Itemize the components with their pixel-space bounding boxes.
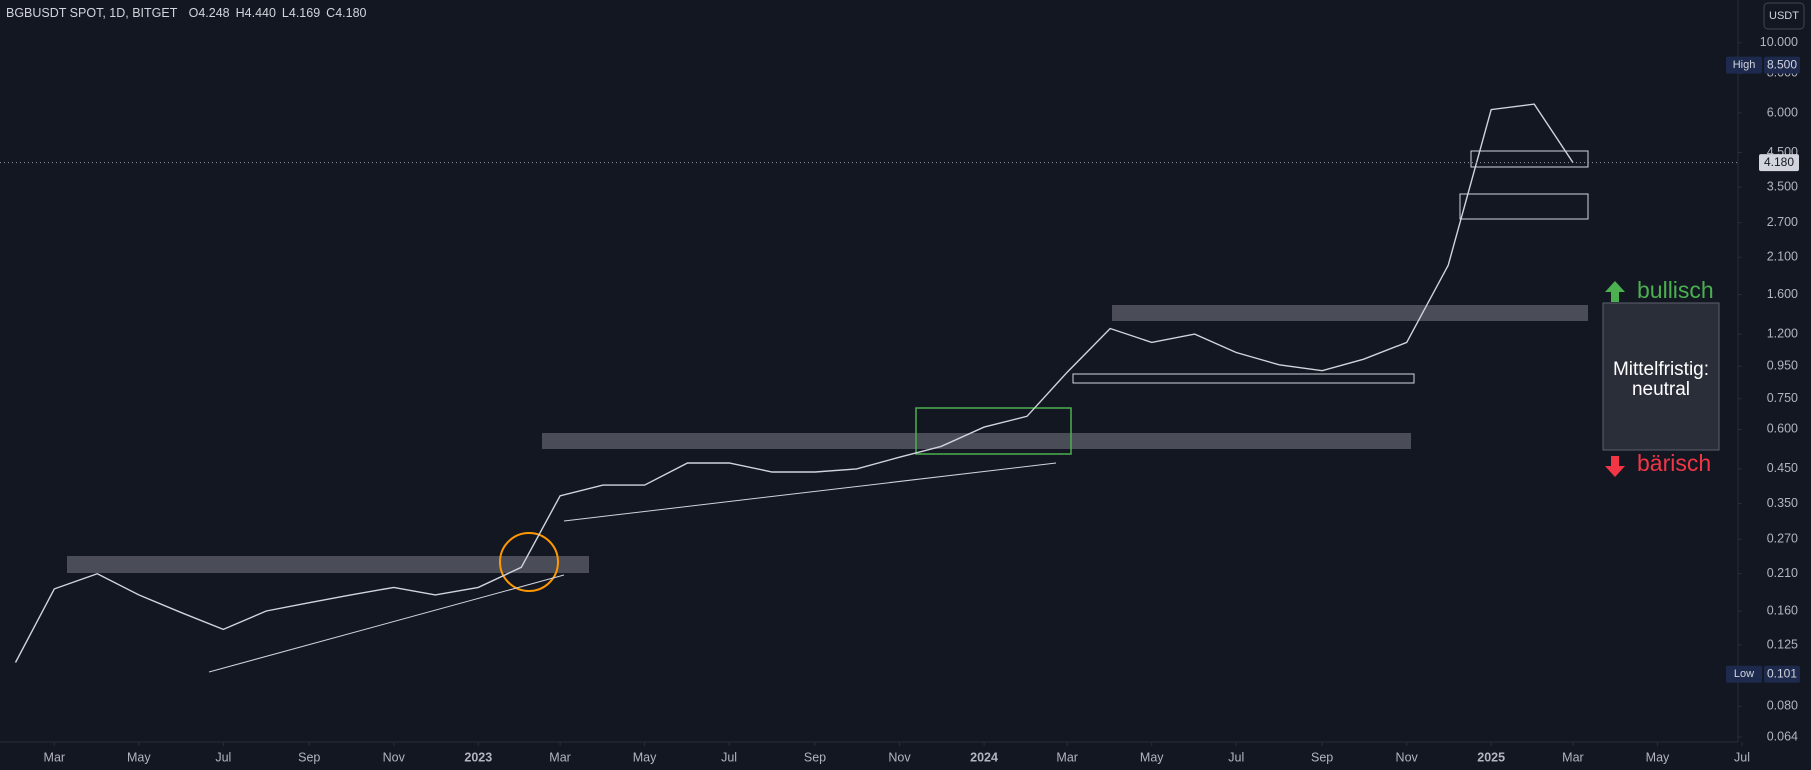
- up-arrow: [1605, 281, 1625, 302]
- price-labels: 4.180 High 8.500 Low 0.101: [0, 56, 1800, 683]
- trendline: [208, 574, 565, 673]
- y-tick-label: 0.350: [1767, 496, 1798, 510]
- high-value: 8.500: [1767, 57, 1797, 71]
- y-tick-label: 0.270: [1767, 531, 1798, 545]
- y-tick-label: 0.450: [1767, 461, 1798, 475]
- ohlc-prefix: O: [189, 6, 199, 20]
- x-tick-label: Nov: [1396, 750, 1419, 764]
- y-tick-label: 2.700: [1767, 215, 1798, 229]
- y-tick-label: 1.600: [1767, 287, 1798, 301]
- x-tick-label: May: [1646, 750, 1670, 764]
- x-tick-label: 2024: [970, 750, 998, 764]
- range-box: [915, 407, 1072, 455]
- x-tick-label: May: [1140, 750, 1164, 764]
- x-tick-label: Jul: [215, 750, 231, 764]
- y-tick-label: 0.600: [1767, 422, 1798, 436]
- ohlc-value: 4.248: [198, 6, 229, 20]
- x-tick-label: May: [127, 750, 151, 764]
- x-tick-label: Nov: [888, 750, 911, 764]
- breakout-circle: [499, 532, 559, 592]
- ohlc-prefix: C: [326, 6, 335, 20]
- last-price-box: [1759, 154, 1799, 172]
- box: [1459, 193, 1589, 220]
- y-tick-label: 2.100: [1767, 250, 1798, 264]
- currency-button[interactable]: [1763, 2, 1805, 30]
- x-tick-label: Mar: [549, 750, 571, 764]
- zone: [1112, 305, 1588, 321]
- ohlc-value: 4.440: [245, 6, 276, 20]
- outlook-text: neutral: [1632, 379, 1690, 400]
- symbol: BGBUSDT SPOT, 1D, BITGET: [6, 6, 178, 20]
- x-tick-label: Nov: [383, 750, 406, 764]
- x-tick-label: Mar: [1562, 750, 1584, 764]
- x-tick-label: 2023: [464, 750, 492, 764]
- ohlc-prefix: L: [282, 6, 289, 20]
- low-value: 0.101: [1767, 666, 1797, 680]
- x-tick-label: Mar: [44, 750, 66, 764]
- y-tick-label: 10.000: [1760, 35, 1798, 49]
- low-value-box: [1764, 665, 1800, 683]
- y-tick-label: 0.210: [1767, 566, 1798, 580]
- y-tick-label: 1.200: [1767, 326, 1798, 340]
- y-tick-label: 0.125: [1767, 637, 1798, 651]
- ohlc-value: 4.169: [289, 6, 320, 20]
- bearish-label: bärisch: [1637, 450, 1711, 476]
- zone: [67, 556, 589, 573]
- outlook-text: Mittelfristig:: [1613, 359, 1709, 380]
- bullish-label: bullisch: [1637, 277, 1714, 303]
- y-tick-label: 0.064: [1767, 729, 1798, 743]
- down-arrow: [1605, 456, 1625, 477]
- currency-label[interactable]: USDT: [1769, 10, 1799, 22]
- x-tick-label: Sep: [1311, 750, 1333, 764]
- ohlc-prefix: H: [236, 6, 245, 20]
- plot: 10.0008.0006.0004.5003.5002.7002.1001.60…: [14, 35, 1798, 764]
- x-tick-label: Mar: [1056, 750, 1078, 764]
- outlook-box: [1602, 302, 1720, 451]
- trendline: [563, 462, 1057, 522]
- x-tick-label: Jul: [1228, 750, 1244, 764]
- y-tick-label: 6.000: [1767, 105, 1798, 119]
- x-tick-label: May: [633, 750, 657, 764]
- price-line: [14, 103, 1574, 663]
- drawings: Mittelfristig: neutral bullisch bärisch: [67, 150, 1720, 673]
- last-price-label: 4.180: [1764, 155, 1794, 169]
- y-tick-label: 3.500: [1767, 179, 1798, 193]
- high-tag-box: [1726, 56, 1762, 74]
- x-tick-label: Jul: [1734, 750, 1750, 764]
- high-value-box: [1764, 56, 1800, 74]
- x-tick-label: Sep: [804, 750, 826, 764]
- x-tick-label: Sep: [298, 750, 320, 764]
- low-tag: Low: [1734, 668, 1754, 680]
- box: [1470, 150, 1589, 168]
- x-tick-label: Jul: [721, 750, 737, 764]
- y-tick-label: 0.080: [1767, 699, 1798, 713]
- ohlc-value: 4.180: [335, 6, 366, 20]
- box: [1072, 373, 1415, 384]
- zone: [542, 433, 1411, 449]
- y-tick-label: 0.750: [1767, 391, 1798, 405]
- legend-header: BGBUSDT SPOT, 1D, BITGET O4.248 H4.440 L4.…: [6, 6, 367, 20]
- y-tick-label: 0.160: [1767, 603, 1798, 617]
- high-tag: High: [1733, 59, 1756, 71]
- x-tick-label: 2025: [1477, 750, 1505, 764]
- low-tag-box: [1726, 665, 1762, 683]
- y-tick-label: 0.950: [1767, 359, 1798, 373]
